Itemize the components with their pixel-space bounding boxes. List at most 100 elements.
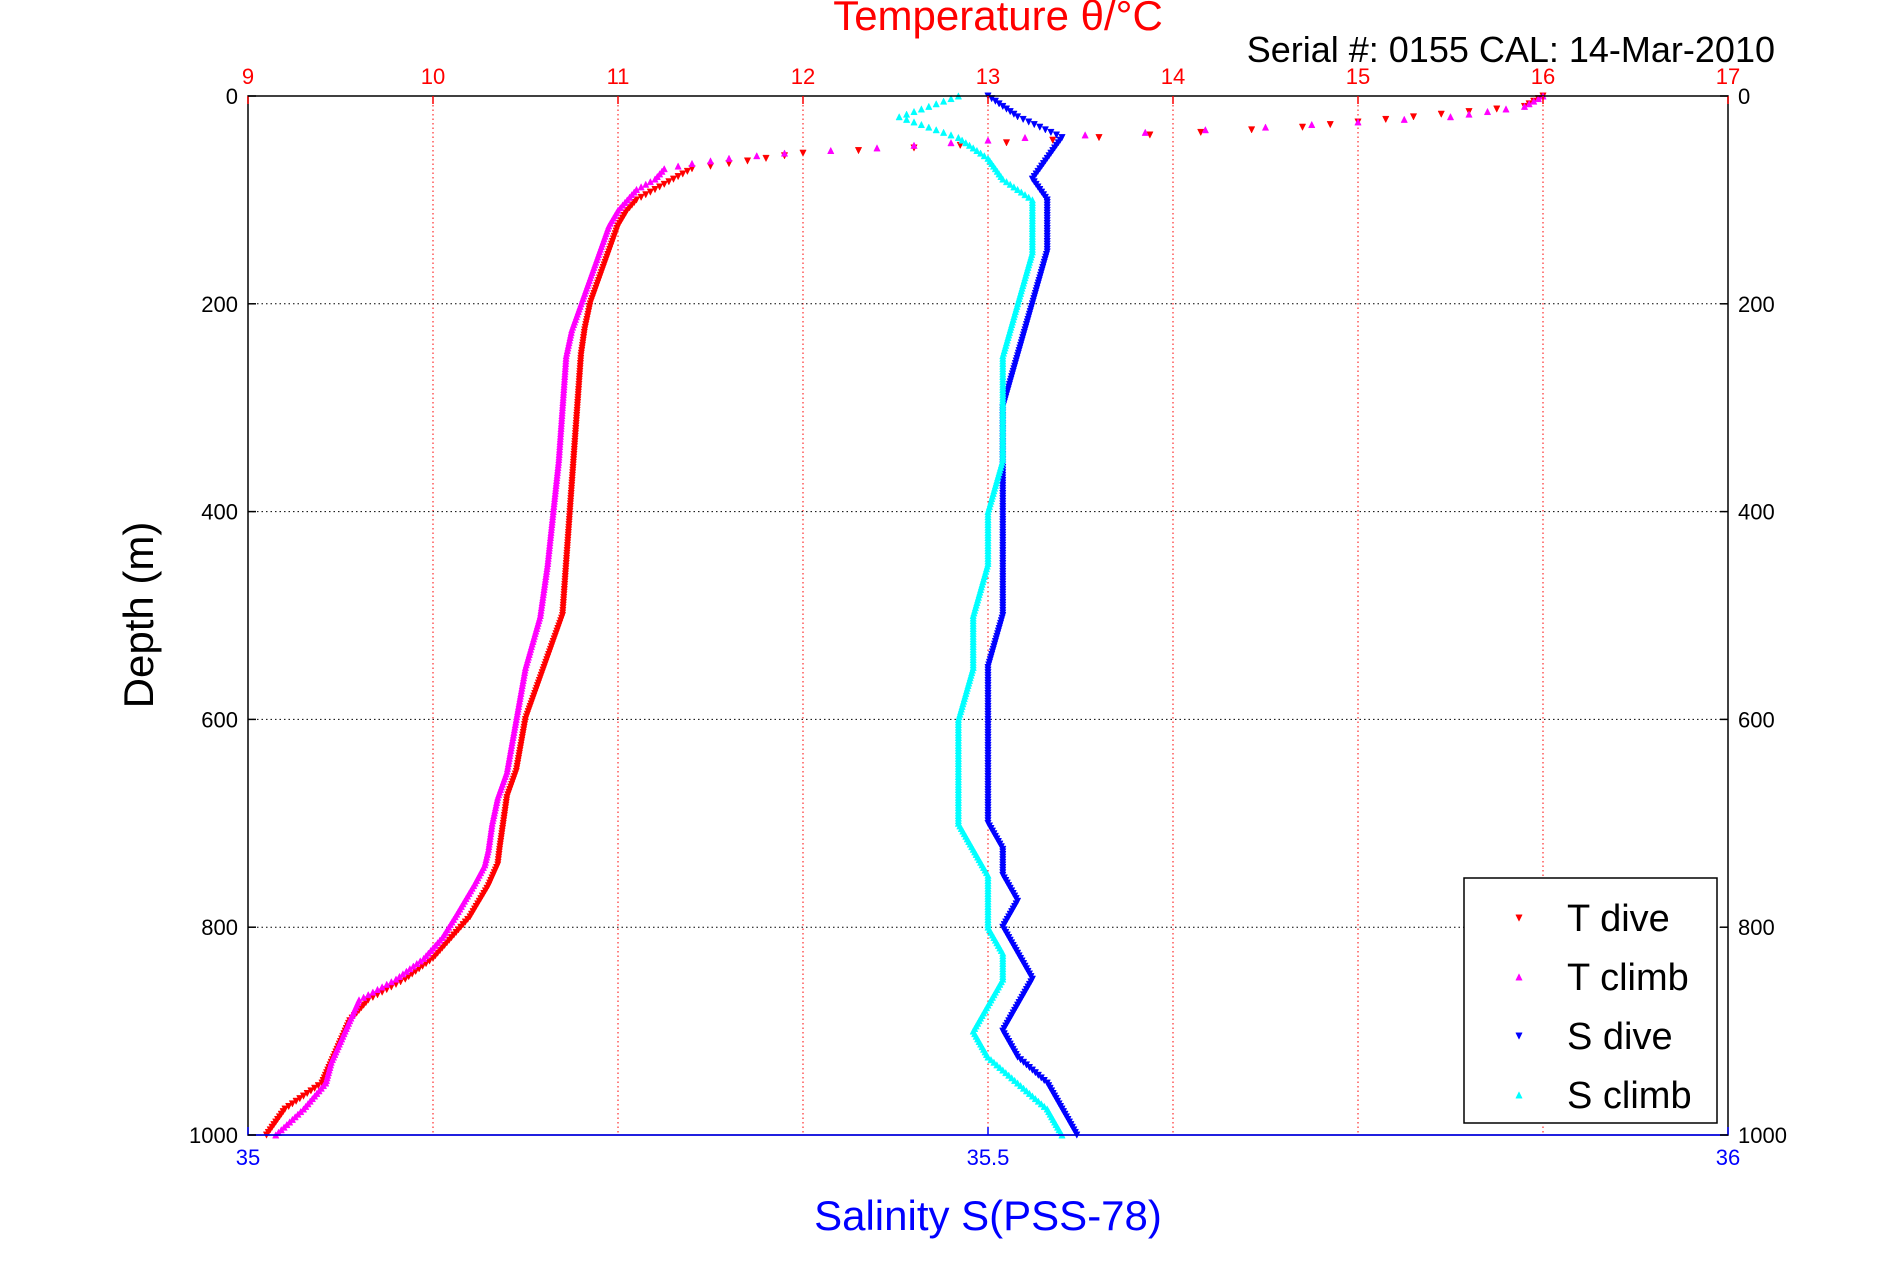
data-point <box>1019 115 1027 124</box>
salinity-axis-title: Salinity S(PSS-78) <box>814 1192 1162 1239</box>
depth-tick-label-left: 600 <box>201 707 238 732</box>
temperature-tick-label: 12 <box>791 64 815 89</box>
data-series <box>262 92 1547 1139</box>
data-point <box>387 977 395 986</box>
data-point <box>1002 177 1011 186</box>
data-point <box>1248 126 1256 134</box>
data-point <box>780 149 789 157</box>
data-point <box>378 983 386 991</box>
data-point <box>939 97 948 105</box>
temperature-tick-label: 16 <box>1531 64 1555 89</box>
data-point <box>364 990 372 999</box>
temperature-tick-label: 14 <box>1161 64 1185 89</box>
data-point <box>976 149 985 157</box>
axis-ticks: 9 10 11 12 13 14 15 16 17 35 35.5 36 0 0 200 200 400 400 6… <box>189 64 1787 1170</box>
data-point <box>895 113 903 121</box>
data-point <box>1261 123 1270 131</box>
data-point <box>917 105 926 113</box>
data-point <box>637 183 645 191</box>
data-point <box>1465 110 1473 118</box>
data-point <box>827 146 835 154</box>
data-point <box>409 962 417 970</box>
data-point <box>910 141 918 149</box>
data-point <box>1025 193 1033 201</box>
data-point <box>1141 128 1149 136</box>
data-point <box>1021 133 1029 142</box>
data-point <box>969 144 977 152</box>
data-point <box>369 988 377 996</box>
temperature-tick-label: 15 <box>1346 64 1370 89</box>
legend-marker <box>1515 914 1523 922</box>
data-point <box>725 154 733 162</box>
data-point <box>674 162 682 170</box>
legend-label: T climb <box>1567 957 1689 999</box>
data-point <box>799 149 807 157</box>
data-point <box>688 159 696 167</box>
data-point <box>925 123 933 131</box>
data-point <box>1530 97 1538 105</box>
legend-box <box>1463 877 1718 1124</box>
salinity-tick-label: 36 <box>1716 1145 1740 1170</box>
data-point <box>1036 123 1044 131</box>
data-point <box>373 985 382 993</box>
data-point <box>1025 118 1033 126</box>
series-t-climb <box>272 92 1547 1139</box>
data-point <box>1041 126 1049 134</box>
data-point <box>651 175 659 183</box>
data-point <box>402 967 411 975</box>
depth-tick-label-right: 200 <box>1738 292 1775 317</box>
data-point <box>910 107 918 116</box>
data-point <box>973 146 981 154</box>
depth-tick-label-right: 800 <box>1738 915 1775 940</box>
data-point <box>420 954 428 962</box>
data-point <box>1052 131 1061 139</box>
data-point <box>706 157 715 165</box>
data-point <box>416 957 424 965</box>
data-point <box>642 180 650 188</box>
data-point <box>999 175 1007 183</box>
data-point <box>743 157 752 165</box>
data-point <box>1326 121 1334 129</box>
legend-marker <box>1515 1091 1523 1099</box>
data-point <box>939 128 948 136</box>
data-point <box>753 151 761 160</box>
data-point <box>932 100 940 108</box>
data-point <box>1409 113 1418 121</box>
data-point <box>1534 94 1542 103</box>
temperature-tick-label: 13 <box>976 64 1000 89</box>
series-s-climb <box>895 92 1066 1139</box>
data-point <box>965 141 974 149</box>
depth-tick-label-left: 1000 <box>189 1123 238 1148</box>
depth-tick-label-right: 400 <box>1738 500 1775 525</box>
data-point <box>925 102 933 110</box>
temperature-tick-label: 10 <box>421 64 445 89</box>
temperature-tick-label: 11 <box>607 64 630 89</box>
legend: T dive T climb S dive S climb <box>1463 877 1718 1124</box>
data-point <box>1002 139 1011 147</box>
data-point <box>947 138 955 147</box>
data-point <box>1049 136 1057 144</box>
data-point <box>1400 115 1408 123</box>
data-point <box>1483 107 1492 116</box>
data-point <box>1520 102 1529 110</box>
data-point <box>1308 120 1316 129</box>
data-point <box>984 136 992 144</box>
data-point <box>399 970 407 978</box>
series-s-dive <box>984 92 1081 1139</box>
data-point <box>1201 126 1209 134</box>
data-point <box>932 126 940 134</box>
data-point <box>1493 105 1501 113</box>
data-point <box>962 138 970 147</box>
data-point <box>1021 190 1029 199</box>
data-point <box>395 972 404 981</box>
data-point <box>383 980 391 988</box>
depth-tick-label-left: 200 <box>201 292 238 317</box>
temperature-tick-label: 9 <box>242 64 254 89</box>
data-point <box>646 177 654 186</box>
data-point <box>1446 113 1455 121</box>
data-point <box>1013 185 1022 193</box>
legend-label: S climb <box>1567 1075 1692 1117</box>
serial-cal-label: Serial #: 0155 CAL: 14-Mar-2010 <box>1247 29 1775 70</box>
depth-tick-label-right: 0 <box>1738 84 1750 109</box>
